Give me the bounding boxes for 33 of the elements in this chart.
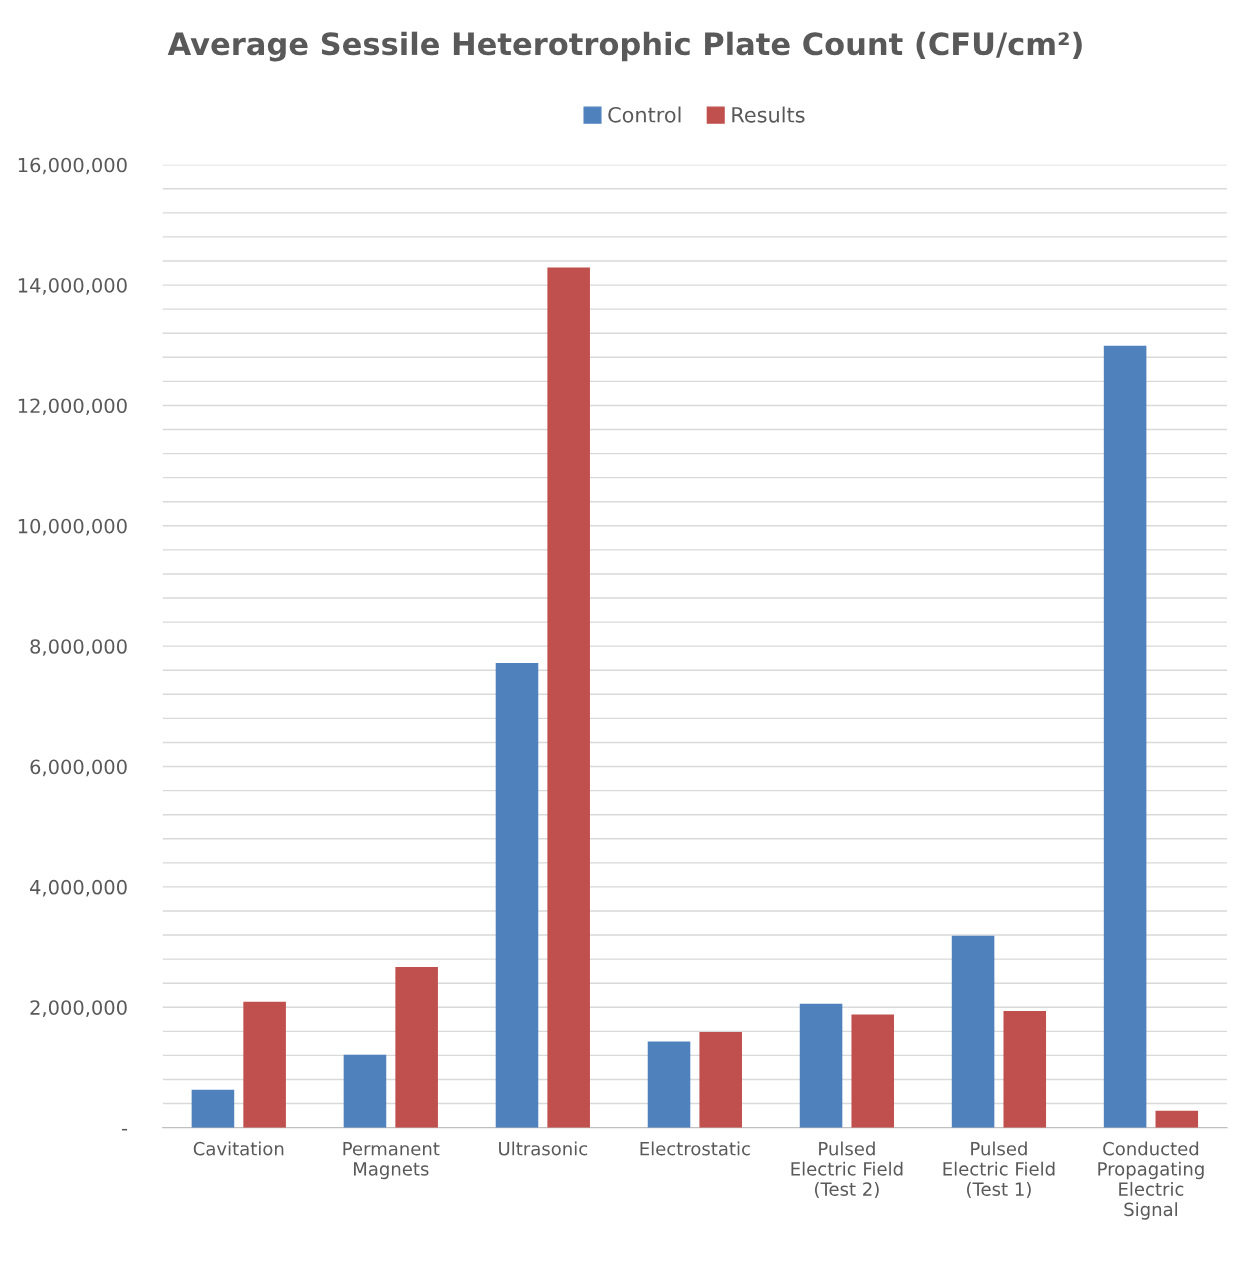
- y-tick-label: 6,000,000: [30, 759, 127, 777]
- chart-title: Average Sessile Heterotrophic Plate Count (CFU/cm²): [167, 31, 1082, 62]
- y-tick-label: 8,000,000: [30, 639, 127, 656]
- x-tick-label: Ultrasonic: [499, 1141, 588, 1156]
- y-tick-label: 14,000,000: [18, 278, 127, 295]
- bar: [547, 267, 590, 1128]
- legend-label: Control: [608, 106, 681, 123]
- x-tick-label: Permanent Magnets: [343, 1142, 440, 1180]
- x-tick-label: Conducted Propagating Electric Signal: [1098, 1141, 1204, 1220]
- bar: [495, 663, 539, 1128]
- x-tick-label: Pulsed Electric Field (Test 2): [791, 1141, 903, 1199]
- bar: [343, 1054, 387, 1128]
- y-tick-label: 2,000,000: [30, 1000, 127, 1017]
- y-tick-label: 4,000,000: [30, 879, 127, 897]
- bar: [395, 966, 438, 1128]
- bar: [951, 935, 995, 1128]
- y-tick-label: -: [121, 1128, 128, 1131]
- bar: [191, 1089, 235, 1128]
- y-tick-label: 16,000,000: [18, 157, 127, 175]
- bar: [799, 1003, 843, 1128]
- x-tick-label: Pulsed Electric Field (Test 1): [943, 1141, 1055, 1199]
- x-tick-label: Electrostatic: [640, 1141, 750, 1156]
- legend-label: Results: [732, 106, 805, 123]
- bar: [851, 1014, 895, 1128]
- bar: [647, 1041, 691, 1128]
- bar: [243, 1001, 286, 1128]
- y-tick-label: 10,000,000: [18, 518, 127, 536]
- bar: [1155, 1110, 1199, 1128]
- bar: [1003, 1010, 1047, 1128]
- bar: [699, 1031, 742, 1128]
- y-tick-label: 12,000,000: [18, 398, 127, 416]
- x-tick-label: Cavitation: [193, 1141, 284, 1156]
- bar: [1103, 345, 1147, 1128]
